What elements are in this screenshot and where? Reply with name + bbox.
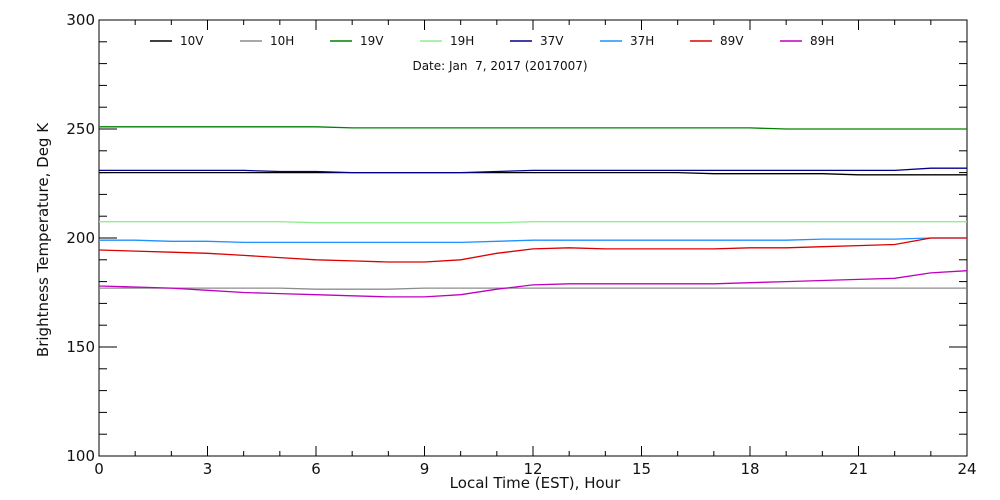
legend-label-19h: 19H bbox=[450, 34, 474, 48]
x-tick-label: 3 bbox=[203, 460, 213, 478]
legend-label-10v: 10V bbox=[180, 34, 204, 48]
legend-label-37v: 37V bbox=[540, 34, 564, 48]
y-tick-label: 100 bbox=[66, 447, 95, 465]
series-line-89h bbox=[98, 270, 968, 298]
series-line-10v bbox=[99, 171, 967, 176]
series-line-89v bbox=[98, 237, 967, 263]
series-line-19h bbox=[99, 221, 967, 224]
y-axis-title: Brightness Temperature, Deg K bbox=[34, 122, 52, 357]
x-tick-label: 0 bbox=[94, 460, 104, 478]
y-tick-label: 150 bbox=[66, 338, 95, 356]
legend-label-10h: 10H bbox=[270, 34, 294, 48]
x-tick-label: 21 bbox=[849, 460, 868, 478]
plot-frame bbox=[98, 19, 968, 457]
series-line-37h bbox=[99, 237, 967, 244]
y-tick-label: 200 bbox=[66, 229, 95, 247]
x-tick-label: 6 bbox=[311, 460, 321, 478]
date-annotation: Date: Jan 7, 2017 (2017007) bbox=[412, 59, 587, 73]
series-line-19v bbox=[99, 126, 967, 130]
x-tick-label: 24 bbox=[957, 460, 976, 478]
x-tick-label: 18 bbox=[740, 460, 759, 478]
legend: 10V 10H 19V 19H 37V 37H 89V 89H bbox=[150, 34, 834, 48]
x-tick-label: 12 bbox=[523, 460, 542, 478]
axis-ticks: 0 3 6 9 12 15 18 21 24 100 150 200 250 300 bbox=[66, 11, 976, 478]
series-line-10h bbox=[99, 287, 967, 290]
y-tick-label: 250 bbox=[66, 120, 95, 138]
legend-label-19v: 19V bbox=[360, 34, 384, 48]
x-tick-label: 9 bbox=[420, 460, 430, 478]
y-tick-label: 300 bbox=[66, 11, 95, 29]
legend-label-89v: 89V bbox=[720, 34, 744, 48]
legend-label-37h: 37H bbox=[630, 34, 654, 48]
x-tick-label: 15 bbox=[632, 460, 651, 478]
series-layer bbox=[98, 126, 968, 298]
series-line-37v bbox=[99, 167, 967, 174]
x-axis-title: Local Time (EST), Hour bbox=[450, 474, 621, 492]
legend-label-89h: 89H bbox=[810, 34, 834, 48]
